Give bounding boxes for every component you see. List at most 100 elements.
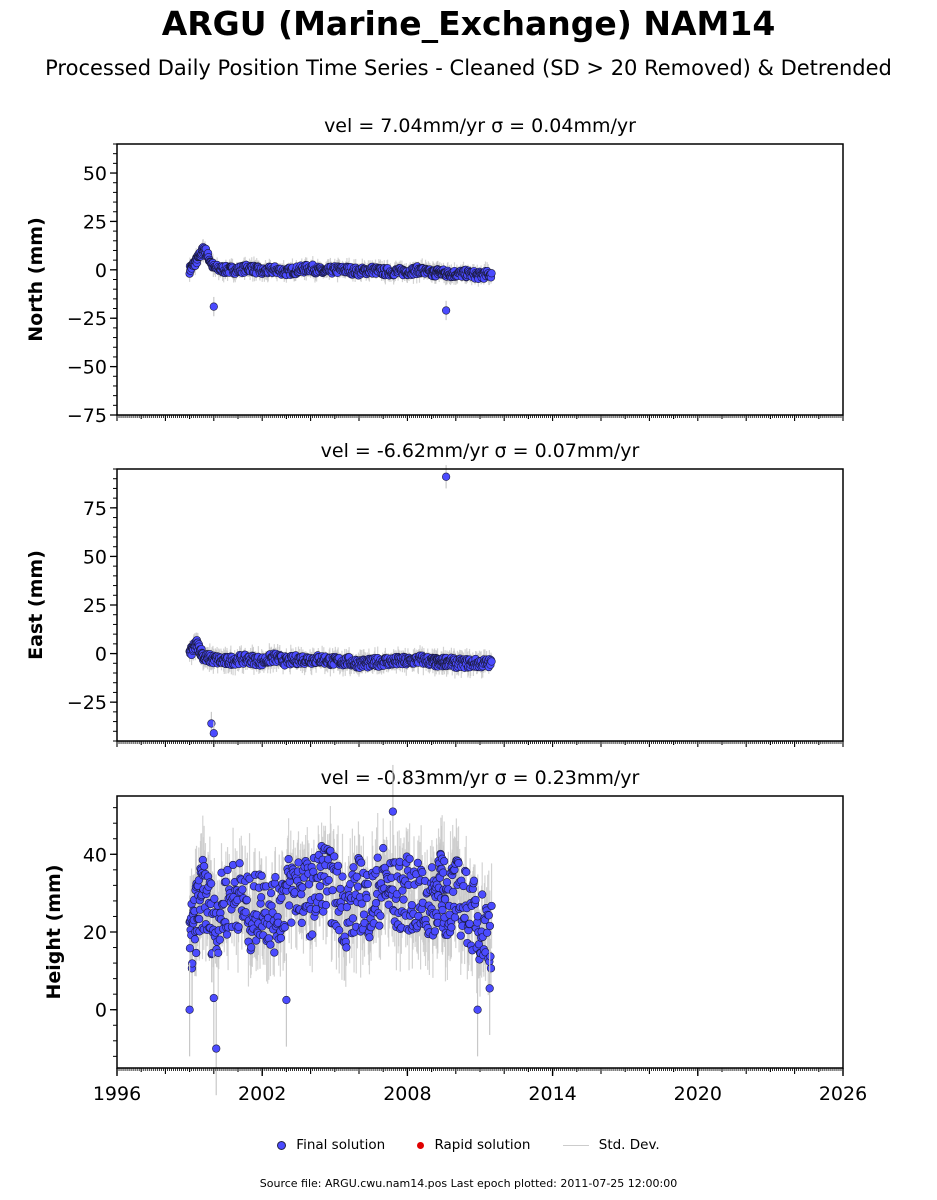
final-solution-marker-icon [277, 1140, 287, 1150]
data-point [447, 923, 456, 932]
panel-title: vel = 7.04mm/yr σ = 0.04mm/yr [324, 115, 636, 137]
data-point [330, 852, 339, 861]
data-point [315, 882, 325, 891]
data-point [375, 921, 384, 930]
y-axis-label: East (mm) [25, 550, 47, 660]
data-point [460, 913, 469, 922]
data-point [469, 876, 479, 885]
panel-title: vel = -6.62mm/yr σ = 0.07mm/yr [321, 440, 640, 462]
data-point [252, 936, 261, 945]
data-point [471, 895, 480, 905]
data-point [185, 944, 195, 953]
stddev-line-icon [562, 1144, 589, 1146]
data-point [215, 935, 224, 944]
y-tick-label: 25 [83, 595, 107, 617]
data-point [235, 859, 244, 868]
data-point [376, 911, 385, 920]
y-tick-label: 0 [95, 1000, 107, 1022]
x-tick-label: 2002 [238, 1083, 286, 1105]
outlier-point [282, 995, 291, 1005]
data-point [245, 874, 254, 883]
data-point [484, 911, 493, 920]
outlier-point [185, 1005, 194, 1014]
data-point [373, 853, 382, 862]
x-tick-label: 2008 [383, 1083, 431, 1105]
data-point [342, 943, 351, 952]
y-tick-label: 50 [83, 163, 107, 185]
data-point [399, 895, 408, 904]
outlier-point [473, 1005, 482, 1014]
data-point [362, 894, 371, 903]
x-tick-label: 2026 [819, 1083, 867, 1105]
data-point [241, 908, 250, 917]
data-point [384, 900, 393, 909]
data-point [357, 858, 366, 867]
data-point [266, 940, 275, 949]
data-point [271, 872, 280, 882]
data-point [287, 918, 296, 927]
data-point [486, 952, 495, 961]
data-point [238, 885, 247, 894]
data-point [308, 930, 317, 939]
data-point [200, 862, 209, 871]
data-point [418, 868, 427, 877]
data-point [234, 922, 243, 931]
data-point [328, 886, 337, 895]
data-point [214, 948, 223, 957]
y-tick-label: 0 [95, 644, 107, 666]
data-point [280, 923, 289, 932]
data-point [297, 918, 306, 927]
data-point [438, 905, 447, 915]
data-point [442, 878, 452, 887]
legend-final: Final solution [277, 1137, 385, 1153]
y-tick-label: −25 [67, 692, 107, 714]
outlier-point [212, 1044, 221, 1053]
data-point [195, 914, 204, 924]
x-tick-label: 2020 [674, 1083, 722, 1105]
outlier-point [388, 807, 397, 816]
data-point [478, 890, 487, 899]
data-point [487, 269, 496, 278]
data-point [242, 895, 251, 905]
data-point [398, 886, 407, 895]
y-tick-label: 20 [83, 922, 107, 944]
data-point [188, 959, 197, 968]
data-point [348, 914, 358, 923]
data-point [353, 882, 363, 891]
legend: Final solution Rapid solution Std. Dev. [0, 1137, 937, 1153]
y-tick-label: −50 [67, 357, 107, 379]
data-point [359, 910, 369, 919]
data-point [222, 930, 232, 939]
legend-final-label: Final solution [296, 1137, 386, 1153]
data-point [440, 857, 449, 866]
data-point [297, 890, 306, 899]
y-tick-label: −75 [67, 405, 107, 427]
legend-rapid-label: Rapid solution [434, 1137, 531, 1153]
data-point [427, 863, 437, 872]
data-point [363, 879, 372, 889]
page-title: ARGU (Marine_Exchange) NAM14 [161, 4, 776, 43]
data-point [449, 887, 458, 896]
data-point [462, 867, 471, 877]
data-point [304, 880, 314, 889]
data-point [326, 846, 335, 855]
data-point [210, 894, 219, 903]
y-axis-label: Height (mm) [43, 864, 65, 999]
data-point [223, 865, 232, 875]
outlier-point [442, 472, 451, 481]
data-point [486, 964, 496, 973]
data-point [342, 903, 352, 912]
outlier-point [485, 984, 494, 993]
y-tick-label: 25 [83, 211, 107, 233]
data-point [430, 927, 440, 936]
source-footer: Source file: ARGU.cwu.nam14.pos Last epo… [259, 1177, 678, 1190]
data-point [407, 900, 416, 910]
data-point [315, 892, 324, 902]
data-point [365, 933, 374, 942]
y-tick-label: −25 [67, 308, 107, 330]
data-point [487, 901, 496, 911]
outlier-point [442, 306, 451, 315]
page-subtitle: Processed Daily Position Time Series - C… [45, 56, 892, 80]
data-point [349, 863, 358, 872]
